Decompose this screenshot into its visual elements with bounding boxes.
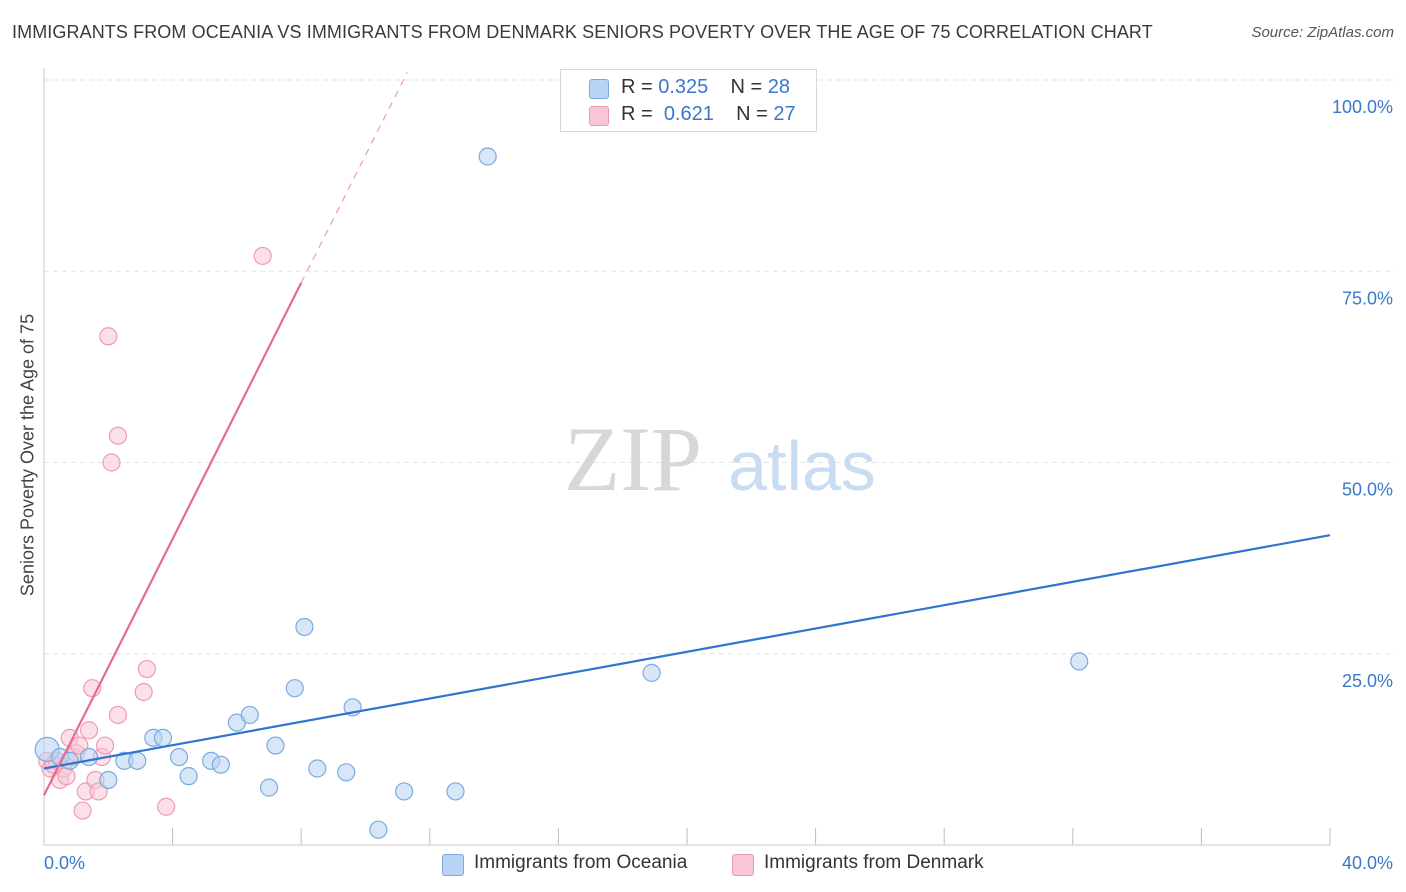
oceania-swatch (589, 79, 609, 99)
y-tick-label: 100.0% (1332, 97, 1393, 117)
oceania-point (285, 679, 304, 698)
denmark-point (253, 246, 272, 266)
oceania-point (1070, 652, 1089, 671)
source-label: Source: ZipAtlas.com (1251, 24, 1394, 41)
oceania-n-value: 28 (767, 76, 791, 98)
correlation-legend: R = 0.325 N = 28 R = 0.621 N = 27 (560, 69, 817, 132)
watermark: ZIP atlas (564, 408, 876, 510)
oceania-point (240, 705, 259, 725)
oceania-r-value: 0.325 (658, 76, 709, 98)
oceania-legend-label: Immigrants from Oceania (474, 852, 688, 873)
oceania-r-label: R = (621, 76, 653, 98)
denmark-point (99, 327, 118, 346)
denmark-trend-extension (300, 72, 408, 283)
denmark-r-label: R = (621, 103, 653, 125)
oceania-point (446, 782, 465, 801)
oceania-n-label: N = (730, 76, 763, 98)
watermark-zip: ZIP (564, 408, 702, 510)
oceania-point (179, 767, 198, 786)
tick-labels: 25.0% 50.0% 75.0% 100.0% 0.0% 40.0% (44, 97, 1393, 873)
oceania-point (153, 728, 173, 748)
y-axis-label: Seniors Poverty Over the Age of 75 (17, 313, 38, 597)
grid (44, 79, 1395, 655)
denmark-r-value: 0.621 (663, 103, 714, 125)
oceania-point (642, 663, 661, 682)
oceania-point (259, 778, 279, 797)
denmark-point (73, 801, 92, 820)
denmark-point (134, 682, 153, 702)
denmark-n-value: 27 (773, 103, 796, 125)
trend-lines (43, 72, 1331, 796)
oceania-point (308, 759, 327, 778)
oceania-point (478, 147, 497, 166)
oceania-trend-line (43, 534, 1331, 770)
denmark-point (102, 453, 121, 472)
oceania-stats: R = 0.325 N = 28 (621, 76, 790, 99)
y-tick-label: 75.0% (1342, 288, 1393, 308)
denmark-stats: R = 0.621 N = 27 (621, 103, 796, 126)
denmark-legend-swatch (732, 854, 754, 876)
y-tick-label: 25.0% (1342, 671, 1393, 691)
oceania-point (295, 617, 314, 637)
denmark-point (157, 797, 176, 816)
watermark-atlas: atlas (728, 427, 876, 505)
oceania-point (211, 755, 230, 774)
denmark-point (79, 721, 99, 740)
denmark-point (137, 659, 156, 679)
denmark-point (95, 736, 115, 755)
oceania-points (34, 147, 1089, 839)
denmark-point (108, 426, 128, 445)
denmark-point (108, 705, 128, 725)
chart-title: IMMIGRANTS FROM OCEANIA VS IMMIGRANTS FR… (12, 22, 1153, 42)
oceania-point (394, 782, 414, 801)
oceania-point (266, 736, 285, 755)
denmark-trend-line (43, 282, 303, 796)
x-tick-label-max: 40.0% (1342, 853, 1393, 873)
oceania-point (337, 763, 356, 782)
oceania-point (99, 770, 118, 790)
x-tick-label-min: 0.0% (44, 853, 85, 873)
denmark-legend-label: Immigrants from Denmark (764, 852, 984, 873)
oceania-point (169, 747, 189, 767)
y-tick-label: 50.0% (1342, 480, 1393, 500)
oceania-point (369, 820, 388, 839)
axes (43, 68, 1331, 846)
denmark-n-label: N = (736, 103, 768, 125)
oceania-point (79, 747, 99, 767)
oceania-point (128, 751, 147, 770)
denmark-swatch (589, 106, 609, 126)
oceania-legend-swatch (442, 854, 464, 876)
